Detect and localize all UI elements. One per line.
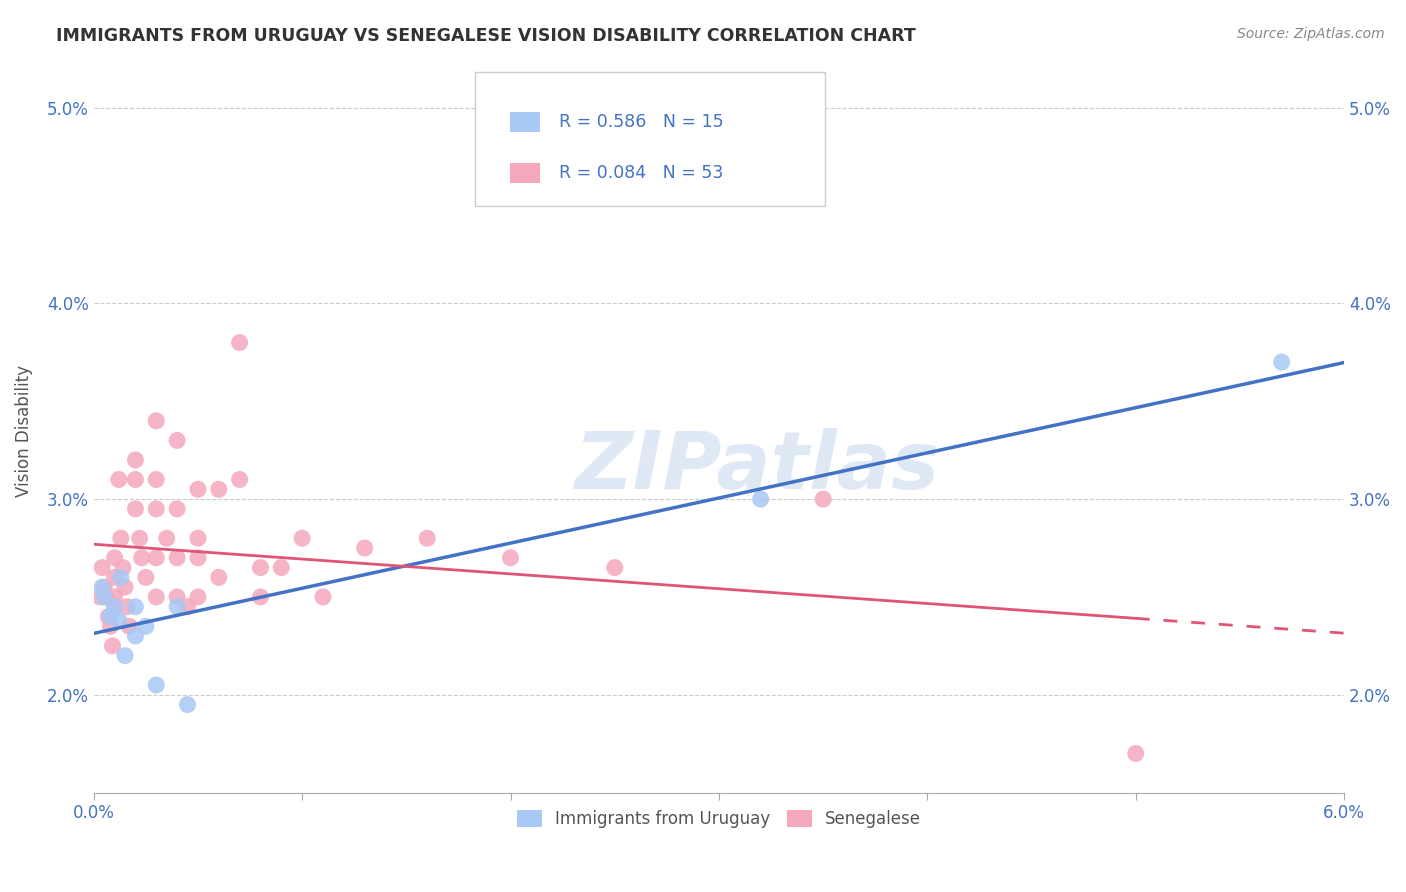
Point — [118, 619, 141, 633]
Bar — [510, 162, 540, 183]
Point — [110, 531, 132, 545]
Point — [291, 531, 314, 545]
Point — [96, 590, 118, 604]
Point — [749, 492, 772, 507]
Point — [156, 531, 179, 545]
Point — [104, 590, 127, 604]
Point — [187, 590, 209, 604]
Text: R = 0.586   N = 15: R = 0.586 N = 15 — [558, 113, 723, 131]
Text: ZIPatlas: ZIPatlas — [574, 428, 939, 506]
Point — [187, 550, 209, 565]
Point — [166, 501, 188, 516]
Point — [270, 560, 292, 574]
Point — [176, 698, 198, 712]
Point — [176, 599, 198, 614]
Point — [312, 590, 335, 604]
Point — [107, 614, 129, 628]
Point — [114, 648, 136, 663]
Point — [114, 580, 136, 594]
Point — [93, 590, 115, 604]
Point — [135, 570, 157, 584]
Point — [228, 335, 250, 350]
Point — [166, 550, 188, 565]
Point — [249, 590, 271, 604]
Point — [100, 619, 122, 633]
Point — [124, 453, 146, 467]
Point — [128, 531, 150, 545]
Point — [104, 599, 127, 614]
Point — [145, 590, 167, 604]
FancyBboxPatch shape — [475, 72, 825, 206]
Point — [124, 599, 146, 614]
Point — [249, 560, 271, 574]
Point — [131, 550, 153, 565]
Point — [145, 473, 167, 487]
Point — [115, 599, 138, 614]
Point — [166, 434, 188, 448]
Point — [104, 570, 127, 584]
Point — [91, 560, 114, 574]
Y-axis label: Vision Disability: Vision Disability — [15, 365, 32, 497]
Point — [101, 639, 124, 653]
Point — [104, 599, 127, 614]
Point — [166, 599, 188, 614]
Point — [208, 570, 231, 584]
Text: R = 0.084   N = 53: R = 0.084 N = 53 — [558, 164, 723, 182]
Point — [228, 473, 250, 487]
Point — [145, 550, 167, 565]
Point — [124, 629, 146, 643]
Point — [187, 483, 209, 497]
Text: Source: ZipAtlas.com: Source: ZipAtlas.com — [1237, 27, 1385, 41]
Point — [811, 492, 834, 507]
Point — [145, 678, 167, 692]
Point — [145, 501, 167, 516]
Text: IMMIGRANTS FROM URUGUAY VS SENEGALESE VISION DISABILITY CORRELATION CHART: IMMIGRANTS FROM URUGUAY VS SENEGALESE VI… — [56, 27, 915, 45]
Point — [111, 560, 134, 574]
Point — [124, 501, 146, 516]
Point — [603, 560, 626, 574]
Point — [1271, 355, 1294, 369]
Point — [353, 541, 375, 555]
Point — [208, 483, 231, 497]
Point — [416, 531, 439, 545]
Point — [166, 590, 188, 604]
Point — [124, 473, 146, 487]
Point — [104, 550, 127, 565]
Point — [187, 531, 209, 545]
Point — [91, 580, 114, 594]
Point — [1125, 747, 1147, 761]
Point — [145, 414, 167, 428]
Point — [107, 473, 129, 487]
Bar — [510, 112, 540, 132]
Point — [93, 580, 115, 594]
Point — [499, 550, 522, 565]
Point — [110, 570, 132, 584]
Point — [97, 609, 120, 624]
Point — [100, 609, 122, 624]
Legend: Immigrants from Uruguay, Senegalese: Immigrants from Uruguay, Senegalese — [510, 804, 928, 835]
Point — [135, 619, 157, 633]
Point — [89, 590, 111, 604]
